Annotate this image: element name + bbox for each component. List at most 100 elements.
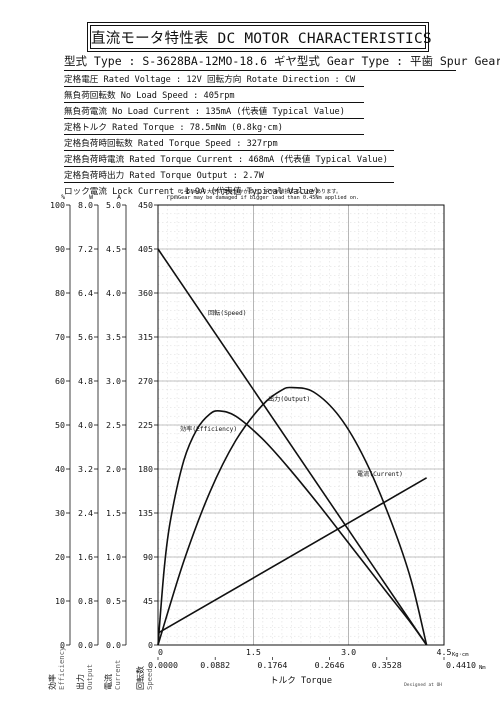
current-tick-label: 2.5	[106, 420, 121, 430]
speed-unit-label: rpm	[166, 193, 178, 201]
spec-rated-torque-speed: 定格負荷時回転数 Rated Torque Speed : 327rpm	[64, 139, 278, 149]
efficiency-tick-label: 50	[55, 420, 65, 430]
current-curve	[157, 477, 428, 634]
torque-kgcm-tick-label: 3.0	[341, 647, 356, 657]
torque-nm-tick-label: 0.2646	[315, 660, 345, 670]
chart-title: 直流モータ特性表 DC MOTOR CHARACTERISTICS	[91, 31, 432, 47]
torque-nm-unit: Nm	[479, 665, 486, 671]
speed-tick-label: 45	[143, 596, 153, 606]
spec-rated-torque-current: 定格負荷時電流 Rated Torque Current : 468mA (代表…	[64, 155, 388, 165]
output-curve-label: 出力(Output)	[268, 395, 310, 403]
current-curve-label: 電流(Current)	[357, 470, 403, 478]
gear-warning-jp: 0.45Nmより大きい負荷がかかると、ギヤが破損することがあります。	[178, 189, 342, 195]
efficiency-tick-label: 30	[55, 508, 65, 518]
spec-divider	[64, 86, 364, 87]
spec-lock-current: ロック電流 Lock Current :1.9A (代表値 Typical Va…	[64, 187, 320, 197]
footer-note: Designed at OH	[404, 682, 442, 688]
output-tick-label: 0.8	[78, 596, 93, 606]
efficiency-axis-label-jp: 効率	[47, 674, 57, 690]
output-unit-label: W	[89, 193, 93, 201]
torque-nm-tick-label: 0.0882	[200, 660, 230, 670]
torque-nm-tick-label: 0.1764	[257, 660, 287, 670]
current-axis-label-jp: 電流	[103, 674, 113, 690]
speed-tick-label: 360	[138, 288, 153, 298]
output-axis-label-jp: 出力	[75, 674, 85, 690]
efficiency-unit-label: %	[61, 193, 65, 201]
title-box: 直流モータ特性表 DC MOTOR CHARACTERISTICS	[90, 25, 432, 49]
output-tick-label: 1.6	[78, 552, 93, 562]
torque-kgcm-tick-label: 0	[158, 647, 163, 657]
efficiency-tick-label: 100	[50, 200, 65, 210]
efficiency-curve	[157, 410, 428, 646]
efficiency-tick-label: 70	[55, 332, 65, 342]
speed-tick-label: 0	[148, 640, 153, 650]
torque-kgcm-tick-label: 1.5	[246, 647, 261, 657]
spec-no-load-speed: 無負荷回転数 No Load Speed : 405rpm	[64, 91, 235, 101]
spec-divider	[64, 150, 394, 151]
output-tick-label: 8.0	[78, 200, 93, 210]
torque-kgcm-tick-label: 4.5	[437, 647, 452, 657]
torque-nm-tick-label: 0.0000	[148, 660, 178, 670]
efficiency-tick-label: 60	[55, 376, 65, 386]
output-curve	[157, 386, 428, 646]
output-tick-label: 3.2	[78, 464, 93, 474]
speed-tick-label: 270	[138, 376, 153, 386]
current-unit-label: A	[117, 193, 121, 201]
current-tick-label: 1.5	[106, 508, 121, 518]
spec-rated-voltage: 定格電圧 Rated Voltage : 12V 回転方向 Rotate Dir…	[64, 75, 356, 85]
current-tick-label: 3.0	[106, 376, 121, 386]
output-tick-label: 5.6	[78, 332, 93, 342]
current-tick-label: 5.0	[106, 200, 121, 210]
output-tick-label: 4.0	[78, 420, 93, 430]
speed-tick-label: 90	[143, 552, 153, 562]
spec-no-load-current: 無負荷電流 No Load Current : 135mA (代表値 Typic…	[64, 107, 345, 117]
spec-divider	[64, 182, 394, 183]
efficiency-curve-label: 効率(Efficiency)	[180, 425, 237, 433]
efficiency-tick-label: 10	[55, 596, 65, 606]
speed-tick-label: 450	[138, 200, 153, 210]
output-tick-label: 4.8	[78, 376, 93, 386]
speed-tick-label: 135	[138, 508, 153, 518]
current-tick-label: 0.5	[106, 596, 121, 606]
current-axis-label-en: Current	[113, 660, 122, 690]
spec-model: 型式 Type : S-3628BA-12MO-18.6 ギヤ型式 Gear T…	[64, 54, 500, 68]
spec-divider	[64, 118, 364, 119]
spec-divider	[64, 166, 394, 167]
efficiency-tick-label: 40	[55, 464, 65, 474]
current-tick-label: 1.0	[106, 552, 121, 562]
output-tick-label: 7.2	[78, 244, 93, 254]
output-tick-label: 2.4	[78, 508, 93, 518]
output-axis-label-en: Output	[85, 664, 94, 690]
output-tick-label: 6.4	[78, 288, 93, 298]
speed-tick-label: 315	[138, 332, 153, 342]
output-tick-label: 0.0	[78, 640, 93, 650]
speed-axis-label-en: Speed	[145, 668, 154, 690]
efficiency-tick-label: 0	[60, 640, 65, 650]
torque-kgcm-unit: Kg·cm	[452, 652, 469, 658]
current-tick-label: 0.0	[106, 640, 121, 650]
spec-rated-torque: 定格トルク Rated Torque : 78.5mNm (0.8kg·cm)	[64, 123, 283, 133]
efficiency-tick-label: 80	[55, 288, 65, 298]
current-tick-label: 2.0	[106, 464, 121, 474]
x-axis-label: トルク Torque	[270, 675, 332, 686]
gear-warning-en: Gear may be damaged if bigger load than …	[178, 195, 360, 201]
speed-curve-label: 回転(Speed)	[208, 309, 246, 317]
speed-tick-label: 225	[138, 420, 153, 430]
efficiency-tick-label: 20	[55, 552, 65, 562]
spec-divider	[64, 70, 456, 71]
efficiency-tick-label: 90	[55, 244, 65, 254]
current-tick-label: 3.5	[106, 332, 121, 342]
torque-nm-tick-label: 0.3528	[372, 660, 402, 670]
spec-divider	[64, 134, 364, 135]
spec-divider	[64, 102, 364, 103]
spec-rated-torque-output: 定格負荷時出力 Rated Torque Output : 2.7W	[64, 171, 264, 181]
current-tick-label: 4.0	[106, 288, 121, 298]
speed-axis-label-jp: 回転数	[135, 666, 145, 690]
current-tick-label: 4.5	[106, 244, 121, 254]
speed-curve	[157, 248, 428, 646]
efficiency-axis-label-en: Efficiency	[57, 646, 66, 690]
speed-tick-label: 405	[138, 244, 153, 254]
torque-nm-tick-label: 0.4410	[446, 660, 476, 670]
speed-tick-label: 180	[138, 464, 153, 474]
